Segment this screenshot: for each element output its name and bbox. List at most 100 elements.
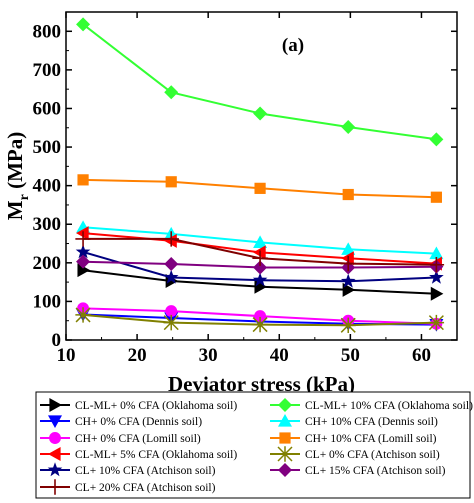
legend-item: CH+ 0% CFA (Dennis soil) — [40, 415, 202, 428]
series-10 — [75, 231, 445, 273]
data-point — [252, 316, 268, 333]
legend-label: CL+ 15% CFA (Atchison soil) — [305, 465, 446, 477]
data-point — [341, 242, 356, 255]
y-axis-title: Mr (MPa) — [3, 132, 32, 220]
panel-label: (a) — [282, 35, 304, 56]
data-point — [75, 244, 91, 259]
y-tick-label: 600 — [33, 98, 62, 119]
data-point — [165, 176, 177, 188]
y-tick-label: 400 — [33, 176, 62, 197]
data-point — [77, 263, 91, 278]
legend-label: CH+ 10% CFA (Dennis soil) — [305, 416, 438, 428]
data-point — [428, 257, 445, 273]
legend-label: CL+ 0% CFA (Atchison soil) — [305, 449, 440, 461]
data-point — [340, 317, 356, 334]
legend-label: CL-ML+ 5% CFA (Oklahoma soil) — [75, 449, 237, 461]
data-point — [340, 273, 356, 288]
data-point — [253, 235, 268, 248]
series-1 — [76, 17, 444, 147]
series-8 — [75, 244, 444, 288]
y-tick-label: 0 — [52, 330, 62, 351]
data-point — [342, 282, 356, 297]
legend-label: CL+ 20% CFA (Atchison soil) — [75, 482, 216, 494]
data-point — [165, 305, 178, 318]
legend-box — [35, 391, 471, 499]
x-tick-label: 30 — [199, 345, 218, 366]
legend-marker — [277, 446, 293, 462]
data-point — [164, 85, 179, 100]
legend-marker — [47, 462, 63, 477]
data-point — [75, 231, 91, 247]
x-tick-label: 40 — [270, 345, 289, 366]
legend-item: CH+ 10% CFA (Dennis soil) — [270, 414, 438, 428]
legend-label: CH+ 10% CFA (Lomill soil) — [305, 433, 437, 445]
data-point — [77, 174, 89, 186]
legend-item: CL+ 15% CFA (Atchison soil) — [270, 463, 446, 477]
series-7 — [75, 307, 445, 334]
legend-item: CL+ 0% CFA (Atchison soil) — [270, 446, 440, 462]
data-point — [340, 255, 356, 272]
data-point — [163, 269, 179, 284]
legend-marker — [48, 447, 61, 461]
data-point — [430, 191, 442, 203]
x-tick-label: 50 — [341, 345, 360, 366]
data-point — [164, 256, 179, 271]
legend-label: CH+ 0% CFA (Lomill soil) — [75, 433, 201, 445]
data-point — [252, 272, 268, 287]
series-9 — [76, 254, 444, 275]
plot-frame — [65, 11, 458, 341]
x-tick-label: 10 — [57, 345, 76, 366]
legend-marker — [47, 479, 63, 495]
series-4 — [77, 302, 443, 330]
y-tick-label: 700 — [33, 60, 62, 81]
data-point — [428, 314, 445, 331]
data-point — [254, 182, 266, 194]
legend-item: CL-ML+ 0% CFA (Oklahoma soil) — [40, 398, 237, 412]
y-tick-label: 200 — [33, 253, 62, 274]
legend-label: CL+ 10% CFA (Atchison soil) — [75, 465, 216, 477]
x-tick-label: 20 — [128, 345, 147, 366]
data-point — [341, 119, 356, 134]
legend-item: CH+ 10% CFA (Lomill soil) — [270, 432, 437, 445]
y-tick-label: 500 — [33, 137, 62, 158]
data-point — [76, 17, 91, 32]
legend-marker — [49, 432, 61, 444]
legend-label: CH+ 0% CFA (Dennis soil) — [75, 416, 202, 428]
legend: CL-ML+ 0% CFA (Oklahoma soil) CL-ML+ 10% … — [35, 391, 473, 499]
plot-area — [75, 17, 445, 334]
legend-label: CL-ML+ 0% CFA (Oklahoma soil) — [75, 400, 237, 412]
data-point — [253, 106, 268, 121]
legend-item: CL-ML+ 10% CFA (Oklahoma soil) — [270, 398, 473, 412]
legend-marker — [278, 463, 292, 477]
data-point — [163, 314, 179, 331]
legend-label: CL-ML+ 10% CFA (Oklahoma soil) — [305, 400, 473, 412]
data-point — [253, 260, 268, 275]
data-point — [163, 231, 179, 247]
legend-item: CH+ 0% CFA (Lomill soil) — [40, 432, 201, 445]
data-point — [342, 188, 354, 201]
axes: 10 20 30 40 50 600100200300400500600700800Dev… — [3, 11, 458, 396]
legend-item: CL-ML+ 5% CFA (Oklahoma soil) — [40, 447, 237, 461]
data-point — [429, 246, 444, 260]
data-point — [429, 269, 444, 284]
legend-marker — [279, 432, 291, 444]
data-point — [430, 286, 444, 301]
y-tick-label: 300 — [33, 214, 62, 235]
y-tick-label: 800 — [33, 21, 62, 42]
y-tick-label: 100 — [33, 291, 62, 312]
data-point — [254, 310, 267, 323]
series-5 — [77, 174, 442, 203]
data-point — [75, 307, 91, 323]
legend-marker — [278, 398, 292, 412]
data-point — [76, 254, 91, 269]
legend-item: CL+ 10% CFA (Atchison soil) — [40, 462, 216, 477]
data-point — [429, 132, 444, 147]
legend-item: CL+ 20% CFA (Atchison soil) — [40, 479, 216, 495]
legend-marker — [49, 398, 62, 412]
series-line — [82, 23, 437, 141]
x-tick-label: 60 — [412, 345, 431, 366]
legend-marker — [278, 414, 292, 427]
legend-marker — [48, 415, 62, 428]
data-point — [252, 250, 268, 266]
